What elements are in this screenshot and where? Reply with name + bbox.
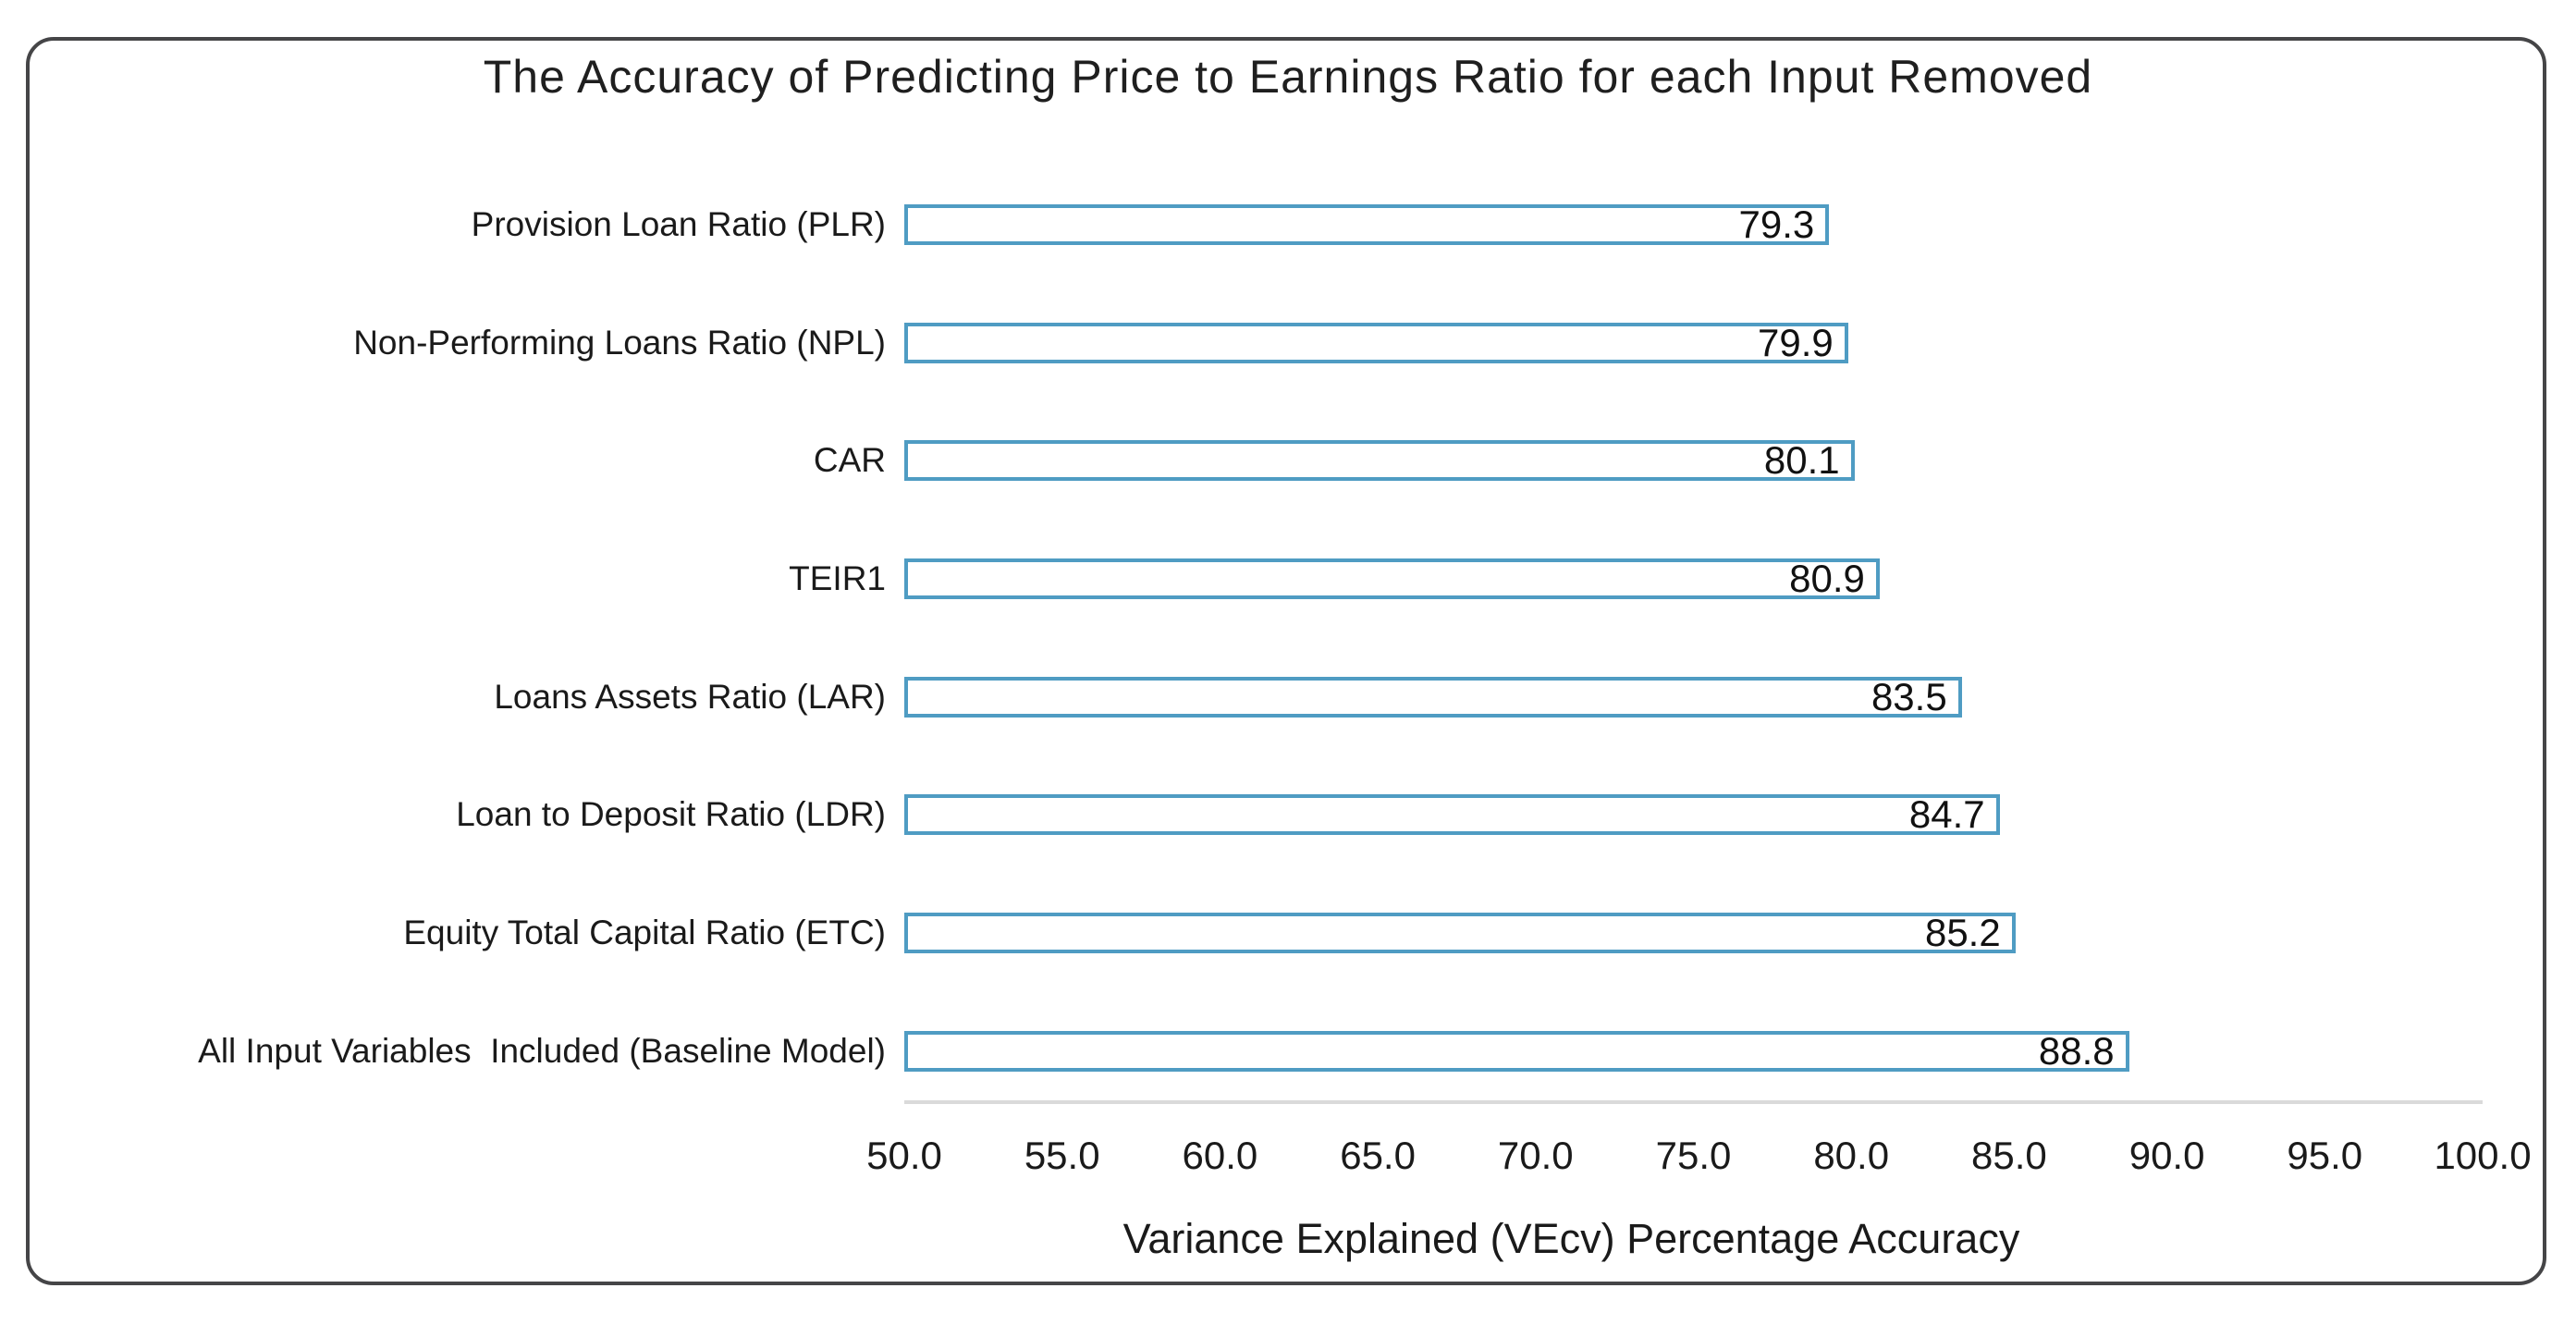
x-axis-title: Variance Explained (VEcv) Percentage Acc… — [1122, 1215, 2020, 1262]
x-axis-ticks: 50.0 55.0 60.0 65.0 70.0 75.0 80.0 85.0 90.0 95.0… — [866, 1132, 2531, 1180]
bar-value-label: 88.8 — [2038, 1028, 2115, 1073]
category-label: TEIR1 — [789, 558, 886, 597]
x-axis-tick-label: 65.0 — [1340, 1134, 1416, 1177]
bar-value-label: 85.2 — [1924, 910, 2001, 954]
chart-title: The Accuracy of Predicting Price to Earn… — [483, 51, 2093, 103]
bar-value-label: 80.9 — [1789, 556, 1865, 600]
bar-track: 79.3 — [904, 202, 2483, 246]
bar-value-label: 83.5 — [1871, 674, 1947, 718]
category-label: Loans Assets Ratio (LAR) — [494, 677, 886, 716]
bar: 83.5 — [904, 674, 1962, 718]
bar: 88.8 — [904, 1028, 2129, 1073]
bar-row: All Input Variables Included (Baseline M… — [52, 992, 2484, 1110]
bar-track: 80.1 — [904, 438, 2483, 483]
bar-track: 79.9 — [904, 320, 2483, 364]
category-label: Provision Loan Ratio (PLR) — [471, 204, 886, 243]
x-axis-tick-label: 50.0 — [866, 1134, 942, 1177]
bar: 80.9 — [904, 558, 1880, 599]
bar-value-label: 79.9 — [1758, 320, 1834, 364]
category-label: CAR — [813, 441, 886, 480]
bar: 79.3 — [904, 202, 1830, 246]
bar: 80.1 — [904, 438, 1855, 483]
x-axis-tick-label: 85.0 — [1971, 1134, 2047, 1177]
x-axis-tick-label: 70.0 — [1497, 1134, 1574, 1177]
chart-frame — [26, 37, 2546, 1285]
x-axis-tick-label: 90.0 — [2128, 1134, 2205, 1177]
bar-row: Loans Assets Ratio (LAR) 83.5 — [52, 638, 2484, 756]
bar-track: 84.7 — [904, 792, 2483, 837]
category-label: Equity Total Capital Ratio (ETC) — [403, 913, 886, 951]
x-axis-line — [904, 1100, 2483, 1104]
bar-track: 88.8 — [904, 1028, 2483, 1073]
bar-row: Provision Loan Ratio (PLR) 79.3 — [52, 166, 2484, 284]
bar-track: 80.9 — [904, 558, 2483, 599]
bar-row: Non-Performing Loans Ratio (NPL) 79.9 — [52, 284, 2484, 402]
category-label: Loan to Deposit Ratio (LDR) — [456, 795, 886, 834]
x-axis-tick-label: 55.0 — [1024, 1134, 1100, 1177]
category-label: Non-Performing Loans Ratio (NPL) — [353, 323, 886, 362]
bar-value-label: 84.7 — [1908, 792, 1985, 837]
bar-row: Loan to Deposit Ratio (LDR) 84.7 — [52, 755, 2484, 874]
bar-value-label: 80.1 — [1763, 438, 1840, 483]
bar-row: CAR 80.1 — [52, 401, 2484, 520]
x-axis-tick-label: 75.0 — [1655, 1134, 1732, 1177]
bar: 85.2 — [904, 910, 2016, 954]
bar-row: Equity Total Capital Ratio (ETC) 85.2 — [52, 874, 2484, 992]
bar-value-label: 79.3 — [1738, 202, 1815, 246]
x-axis-tick-label: 95.0 — [2287, 1134, 2363, 1177]
x-axis-tick-label: 80.0 — [1813, 1134, 1890, 1177]
bar-track: 83.5 — [904, 674, 2483, 718]
x-axis-tick-label: 60.0 — [1182, 1134, 1258, 1177]
bar-rows-container: Provision Loan Ratio (PLR) 79.3 Non-Perfor… — [52, 166, 2484, 1110]
bar: 79.9 — [904, 320, 1848, 364]
bar: 84.7 — [904, 792, 2000, 837]
category-label: All Input Variables Included (Baseline M… — [198, 1031, 886, 1070]
bar-track: 85.2 — [904, 910, 2483, 954]
x-axis-tick-label: 100.0 — [2434, 1134, 2532, 1177]
bar-row: TEIR1 80.9 — [52, 520, 2484, 638]
